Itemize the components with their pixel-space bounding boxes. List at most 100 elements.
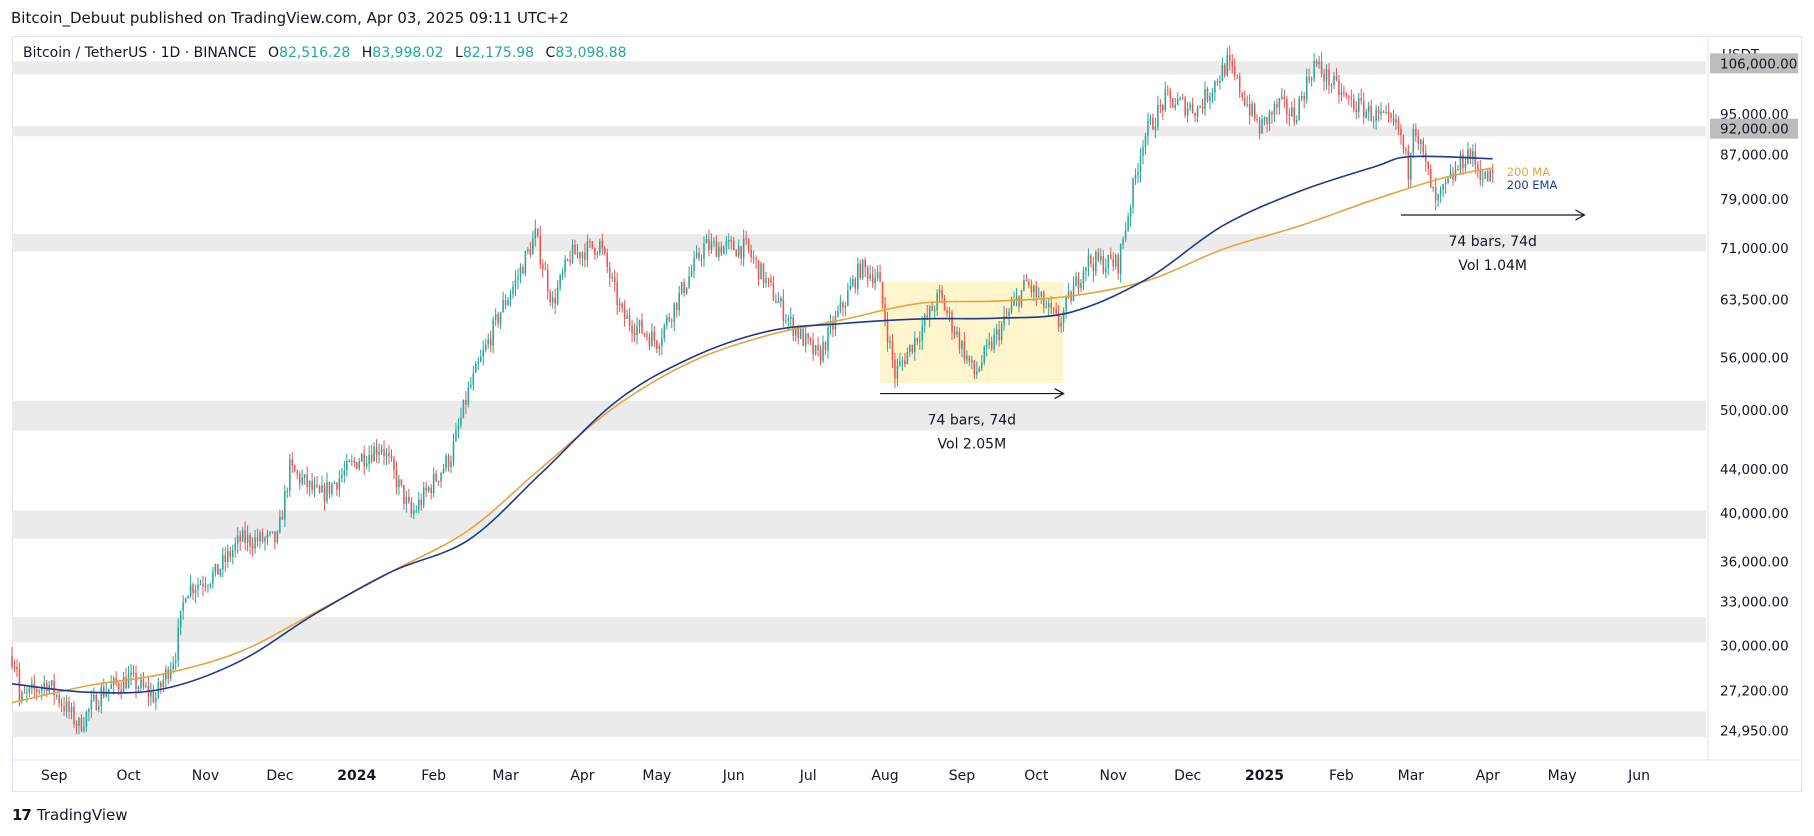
candle-body [249, 535, 251, 547]
candle-body [1179, 98, 1181, 100]
candle-body [452, 441, 455, 462]
candle-body [678, 292, 680, 311]
candle-body [1288, 114, 1291, 117]
candle-body [28, 687, 31, 692]
candle-body [460, 417, 462, 426]
price-tick-label: 71,000.00 [1720, 241, 1789, 257]
candle-body [410, 501, 413, 514]
candle-body [209, 583, 212, 586]
candle-body [775, 300, 777, 303]
candle-body [1447, 177, 1449, 183]
candle-body [1112, 259, 1114, 267]
candle-body [98, 706, 100, 710]
candle-body [246, 535, 249, 544]
candle-body [194, 589, 197, 594]
candle-body [636, 325, 638, 336]
candle-body [1147, 120, 1149, 137]
candle-body [318, 486, 321, 493]
candle-body [83, 727, 85, 731]
candle-body [467, 387, 470, 405]
indicator-label: 200 EMA [1507, 178, 1558, 192]
candle-body [874, 277, 876, 284]
candle-body [291, 459, 294, 466]
candle-body [804, 333, 807, 346]
time-tick-label: Apr [570, 768, 594, 784]
candle-body [866, 267, 869, 279]
candle-body [859, 263, 862, 278]
candle-body [985, 344, 988, 348]
candle-body [710, 241, 713, 250]
candle-body [217, 564, 219, 575]
candle-body [1055, 309, 1057, 314]
candle-body [809, 338, 812, 341]
price-tick-label: 87,000.00 [1720, 147, 1789, 163]
candle-body [1402, 135, 1405, 150]
candle-body [1266, 117, 1268, 125]
candle-body [1276, 103, 1278, 108]
candle-body [1422, 140, 1425, 153]
candle-body [222, 555, 224, 570]
candle-body [978, 368, 981, 372]
candle-body [160, 682, 162, 688]
time-tick-label: 2024 [337, 768, 376, 784]
symbol-name: Bitcoin / TetherUS · 1D · BINANCE [23, 45, 257, 61]
candle-body [1176, 99, 1179, 105]
candle-body [1216, 81, 1219, 83]
candle-body [844, 305, 847, 308]
candle-body [807, 333, 809, 339]
candle-body [43, 682, 46, 688]
candle-body [819, 350, 822, 361]
candle-body [1357, 97, 1360, 112]
candle-body [105, 692, 108, 697]
candle-body [770, 278, 772, 283]
candle-body [745, 238, 747, 240]
candle-body [576, 252, 579, 255]
candle-body [331, 483, 333, 494]
candle-body [718, 246, 720, 257]
time-tick-label: 2025 [1245, 768, 1284, 784]
candle-body [1355, 109, 1358, 112]
candle-body [1350, 97, 1353, 100]
candle-body [685, 287, 688, 294]
candle-body [455, 429, 457, 442]
candle-body [1028, 281, 1030, 286]
candle-body [705, 239, 708, 244]
candle-body [353, 460, 356, 463]
candle-body [1434, 187, 1437, 201]
candle-body [385, 453, 388, 457]
candle-body [355, 462, 358, 469]
time-tick-label: May [1548, 768, 1577, 784]
candle-body [212, 572, 214, 584]
candle-body [961, 341, 963, 349]
candle-body [762, 263, 765, 284]
candle-body [1080, 283, 1082, 288]
price-tick-label: 27,200.00 [1720, 684, 1789, 700]
candle-body [549, 291, 551, 303]
candle-body [388, 453, 390, 457]
candle-body [1117, 254, 1119, 274]
candle-body [296, 471, 298, 474]
candle-body [1082, 271, 1085, 284]
candle-body [653, 331, 656, 341]
candle-body [891, 340, 894, 360]
footer-brand[interactable]: 17 TradingView [12, 806, 128, 824]
candle-body [1181, 98, 1184, 100]
candle-body [715, 241, 718, 257]
candle-body [1310, 78, 1313, 81]
candle-body [174, 660, 177, 663]
candle-body [693, 257, 695, 271]
candle-body [551, 297, 554, 303]
published-line: Bitcoin_Debuut published on TradingView.… [11, 9, 569, 27]
candle-body [1040, 292, 1043, 296]
candle-body [951, 312, 953, 332]
candle-body [876, 271, 879, 278]
candle-body [842, 302, 844, 308]
candle-body [507, 300, 509, 306]
candle-body [594, 247, 596, 255]
candle-body [1224, 64, 1226, 76]
candle-body [889, 340, 891, 343]
candle-body [380, 449, 383, 453]
candle-body [1134, 174, 1137, 179]
